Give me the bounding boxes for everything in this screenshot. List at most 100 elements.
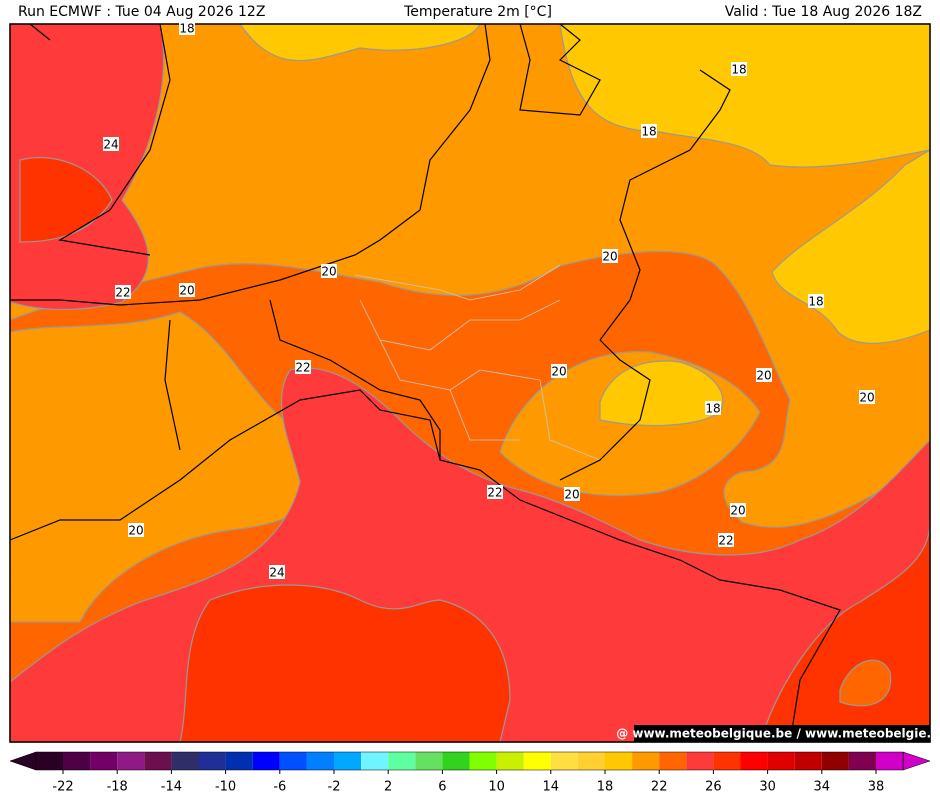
colorbar-tick-label: -18 [107, 780, 128, 795]
colorbar-segment [171, 752, 199, 770]
contour-label: 22 [295, 361, 310, 375]
run-label: Run ECMWF : Tue 04 Aug 2026 12Z [18, 4, 265, 20]
colorbar-segment [496, 752, 524, 770]
field [839, 659, 892, 707]
national-border [269, 299, 651, 481]
contour-label: 20 [756, 369, 771, 383]
contour-label: 20 [564, 488, 579, 502]
colorbar-segment [117, 752, 145, 770]
coastline [9, 23, 841, 743]
colorbar-segment [848, 752, 876, 770]
contour-label: 18 [808, 295, 823, 309]
contour-label-box [103, 137, 119, 151]
colorbar-segment [90, 752, 118, 770]
contour-label: 18 [641, 125, 656, 139]
contour-label-box [859, 390, 875, 404]
contour-label-box [641, 124, 657, 138]
contour-label-box [269, 565, 285, 579]
contour-label-box [718, 533, 734, 547]
contour-label-box [115, 285, 131, 299]
watermark-box [634, 725, 930, 742]
field [179, 584, 511, 743]
colorbar-segment [713, 752, 741, 770]
colorbar-segment [144, 752, 172, 770]
contour-label-box [564, 487, 580, 501]
contour-label-box [731, 62, 747, 76]
contour-label: 20 [321, 265, 336, 279]
colorbar-segment [279, 752, 307, 770]
colorbar-tick-label: 26 [705, 780, 722, 795]
colorbar-tick-label: 2 [384, 780, 392, 795]
colorbar-segment [767, 752, 795, 770]
colorbar-frame [35, 751, 904, 771]
contour-label-box [321, 264, 337, 278]
colorbar-segment [550, 752, 578, 770]
colorbar-tick-label: 6 [438, 780, 446, 795]
contour-labels: 18 18 18 24 20 20 22 20 18 22 20 20 18 20 22 20 20 22 20 24 [103, 21, 875, 580]
colorbar-tick-label: -10 [215, 780, 236, 795]
colorbar-segment [415, 752, 443, 770]
colorbar-arrow [9, 751, 37, 771]
contour-label: 22 [487, 486, 502, 500]
colorbar-segment [35, 752, 63, 770]
colorbar-segment [63, 752, 91, 770]
contour-label: 20 [730, 504, 745, 518]
field [599, 360, 724, 427]
colorbar-tick-label: -14 [161, 780, 182, 795]
colorbar-segment [821, 752, 849, 770]
colorbar-tick-label: -6 [273, 780, 286, 795]
contour-label: 18 [179, 22, 194, 36]
colorbar-arrow [902, 751, 931, 771]
colorbar-tick-label: 34 [814, 780, 831, 795]
colorbar-segment [225, 752, 253, 770]
valid-label: Valid : Tue 18 Aug 2026 18Z [725, 4, 922, 20]
contour-label: 20 [602, 250, 617, 264]
contour-label-box [295, 360, 311, 374]
colorbar-tick-label: 14 [543, 780, 560, 795]
colorbar: -22 -18 -14 -10 -6 -2 2 6 10 14 18 22 26 30 34 38 [9, 751, 931, 795]
contour-label: 20 [128, 524, 143, 538]
colorbar-segment [577, 752, 605, 770]
colorbar-tick-label: 30 [759, 780, 776, 795]
colorbar-segment [442, 752, 470, 770]
contour-label-box [756, 368, 772, 382]
contour-label: 20 [551, 365, 566, 379]
contour-label: 22 [718, 534, 733, 548]
contour-label: 24 [103, 138, 118, 152]
contour-label-box [487, 485, 503, 499]
contour-label-box [179, 283, 195, 297]
contour-label-box [128, 523, 144, 537]
colorbar-tick-label: 22 [651, 780, 668, 795]
colorbar-tick-label: 18 [597, 780, 614, 795]
contour-label: 18 [731, 63, 746, 77]
colorbar-segment [361, 752, 389, 770]
contour-label-box [705, 401, 721, 415]
colorbar-segment [388, 752, 416, 770]
field [238, 23, 481, 62]
map-title: Temperature 2m [°C] [403, 4, 552, 20]
contour-label: 20 [179, 284, 194, 298]
contour-label: 18 [705, 402, 720, 416]
contour-label: 20 [859, 391, 874, 405]
colorbar-segment [686, 752, 714, 770]
watermark: @ www.meteobelgique.be / www.meteobelgie… [616, 727, 940, 741]
colorbar-segment [876, 752, 904, 770]
colorbar-segment [469, 752, 497, 770]
colorbar-segment [740, 752, 768, 770]
contour-label-box [551, 364, 567, 378]
colorbar-segment [523, 752, 551, 770]
temperature-map [9, 23, 931, 743]
contour-label: 24 [269, 566, 284, 580]
contour-label-box [808, 294, 824, 308]
colorbar-segment [252, 752, 280, 770]
contour-label: 22 [115, 286, 130, 300]
contour-label-box [730, 503, 746, 517]
colorbar-tick-label: 38 [868, 780, 885, 795]
colorbar-segment [605, 752, 633, 770]
colorbar-segment [794, 752, 822, 770]
admin-border [354, 264, 601, 461]
colorbar-segment [198, 752, 226, 770]
map-frame [9, 23, 931, 743]
